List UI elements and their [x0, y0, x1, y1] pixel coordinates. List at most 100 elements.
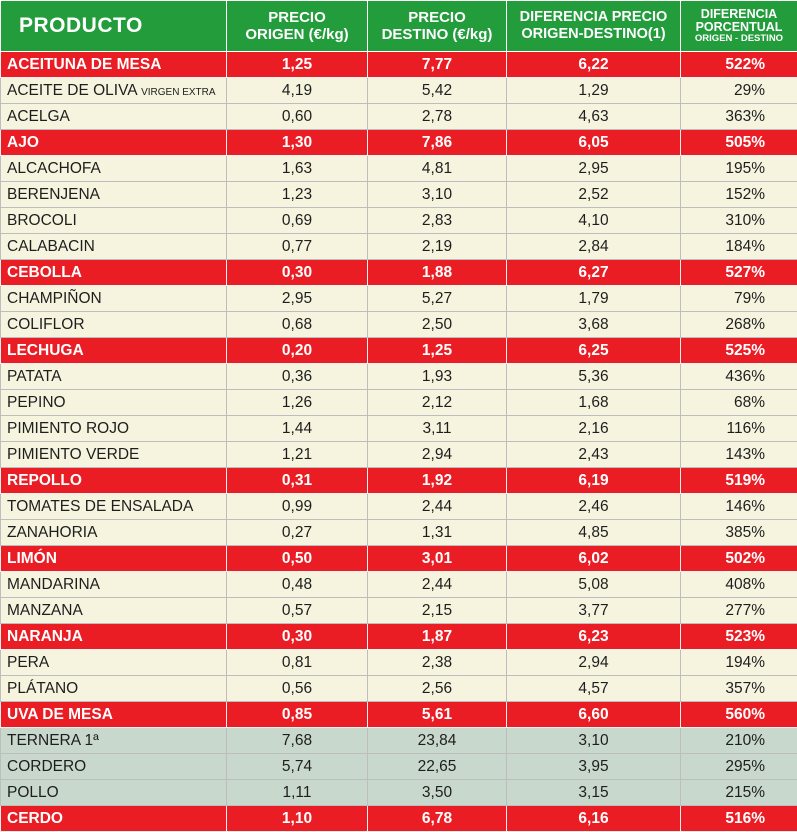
precio-origen: 0,68 — [226, 311, 368, 338]
product-name: TOMATES DE ENSALADA — [0, 493, 227, 520]
diferencia-precio: 6,16 — [506, 805, 681, 832]
precio-origen: 1,26 — [226, 389, 368, 416]
product-name: LIMÓN — [0, 545, 227, 572]
diferencia-porcentual: 560% — [680, 701, 797, 728]
product-name: NARANJA — [0, 623, 227, 650]
precio-destino: 2,38 — [367, 649, 507, 676]
precio-destino: 3,11 — [367, 415, 507, 442]
diferencia-precio: 1,79 — [506, 285, 681, 312]
diferencia-precio: 5,36 — [506, 363, 681, 390]
table-row: ACEITUNA DE MESA 1,25 7,77 6,22 522% — [0, 51, 797, 78]
product-name: PERA — [0, 649, 227, 676]
precio-destino: 2,56 — [367, 675, 507, 702]
table-row: PLÁTANO 0,56 2,56 4,57 357% — [0, 675, 797, 702]
precio-origen: 0,60 — [226, 103, 368, 130]
precio-origen: 1,30 — [226, 129, 368, 156]
precio-destino: 2,50 — [367, 311, 507, 338]
diferencia-precio: 2,52 — [506, 181, 681, 208]
diferencia-porcentual: 310% — [680, 207, 797, 234]
table-row: BERENJENA 1,23 3,10 2,52 152% — [0, 181, 797, 208]
product-name-text: ALCACHOFA — [7, 159, 101, 177]
product-name-qualifier: VIRGEN EXTRA — [141, 86, 216, 98]
diferencia-precio: 2,46 — [506, 493, 681, 520]
diferencia-precio: 6,05 — [506, 129, 681, 156]
precio-destino: 4,81 — [367, 155, 507, 182]
table-header: PRODUCTO PRECIO ORIGEN (€/kg) PRECIO DESTI… — [0, 0, 797, 52]
product-name: PATATA — [0, 363, 227, 390]
diferencia-precio: 6,60 — [506, 701, 681, 728]
precio-origen: 0,77 — [226, 233, 368, 260]
table-row: TOMATES DE ENSALADA 0,99 2,44 2,46 146% — [0, 493, 797, 520]
diferencia-porcentual: 215% — [680, 779, 797, 806]
table-row: ACEITE DE OLIVA VIRGEN EXTRA 4,19 5,42 1,29… — [0, 77, 797, 104]
precio-origen: 1,25 — [226, 51, 368, 78]
product-name: PIMIENTO ROJO — [0, 415, 227, 442]
diferencia-porcentual: 116% — [680, 415, 797, 442]
diferencia-precio: 2,16 — [506, 415, 681, 442]
product-name: LECHUGA — [0, 337, 227, 364]
precio-destino: 7,77 — [367, 51, 507, 78]
diferencia-precio: 4,10 — [506, 207, 681, 234]
precio-origen: 0,36 — [226, 363, 368, 390]
header-producto: PRODUCTO — [0, 0, 227, 52]
product-name-text: ACEITUNA DE MESA — [7, 55, 162, 73]
product-name-text: CALABACIN — [7, 237, 95, 255]
diferencia-porcentual: 519% — [680, 467, 797, 494]
table-row: PIMIENTO ROJO 1,44 3,11 2,16 116% — [0, 415, 797, 442]
precio-destino: 2,15 — [367, 597, 507, 624]
precio-origen: 0,20 — [226, 337, 368, 364]
product-name: PLÁTANO — [0, 675, 227, 702]
table-row: PEPINO 1,26 2,12 1,68 68% — [0, 389, 797, 416]
precio-destino: 5,27 — [367, 285, 507, 312]
precio-origen: 0,85 — [226, 701, 368, 728]
header-diferencia-porcentual: DIFERENCIA PORCENTUAL ORIGEN - DESTINO — [680, 0, 797, 52]
precio-origen: 7,68 — [226, 727, 368, 754]
precio-destino: 22,65 — [367, 753, 507, 780]
product-name: ZANAHORIA — [0, 519, 227, 546]
product-name: POLLO — [0, 779, 227, 806]
precio-destino: 1,93 — [367, 363, 507, 390]
header-diferencia-line1: DIFERENCIA PRECIO — [519, 9, 668, 26]
product-name: UVA DE MESA — [0, 701, 227, 728]
precio-destino: 2,19 — [367, 233, 507, 260]
diferencia-precio: 2,43 — [506, 441, 681, 468]
product-name: MANZANA — [0, 597, 227, 624]
diferencia-precio: 4,85 — [506, 519, 681, 546]
precio-destino: 23,84 — [367, 727, 507, 754]
diferencia-porcentual: 146% — [680, 493, 797, 520]
product-name-text: ZANAHORIA — [7, 523, 98, 541]
product-name: CHAMPIÑON — [0, 285, 227, 312]
precio-origen: 1,11 — [226, 779, 368, 806]
diferencia-precio: 6,27 — [506, 259, 681, 286]
product-name-text: UVA DE MESA — [7, 705, 113, 723]
product-name: AJO — [0, 129, 227, 156]
product-name: CEBOLLA — [0, 259, 227, 286]
diferencia-porcentual: 79% — [680, 285, 797, 312]
product-name: MANDARINA — [0, 571, 227, 598]
table-row: BROCOLI 0,69 2,83 4,10 310% — [0, 207, 797, 234]
precio-origen: 1,44 — [226, 415, 368, 442]
table-row: CHAMPIÑON 2,95 5,27 1,79 79% — [0, 285, 797, 312]
product-name: TERNERA 1ª — [0, 727, 227, 754]
diferencia-porcentual: 527% — [680, 259, 797, 286]
diferencia-porcentual: 29% — [680, 77, 797, 104]
precio-destino: 7,86 — [367, 129, 507, 156]
header-diferencia-line2: ORIGEN-DESTINO(1) — [521, 26, 666, 42]
diferencia-porcentual: 408% — [680, 571, 797, 598]
diferencia-porcentual: 277% — [680, 597, 797, 624]
product-name-text: CERDO — [7, 809, 63, 827]
diferencia-precio: 6,22 — [506, 51, 681, 78]
product-name: COLIFLOR — [0, 311, 227, 338]
table-row: COLIFLOR 0,68 2,50 3,68 268% — [0, 311, 797, 338]
table-body: ACEITUNA DE MESA 1,25 7,77 6,22 522% ACEITE D… — [0, 51, 797, 832]
diferencia-precio: 6,23 — [506, 623, 681, 650]
precio-origen: 1,21 — [226, 441, 368, 468]
table-row: LECHUGA 0,20 1,25 6,25 525% — [0, 337, 797, 364]
header-diferencia-precio: DIFERENCIA PRECIO ORIGEN-DESTINO(1) — [506, 0, 681, 52]
product-name-text: POLLO — [7, 783, 59, 801]
precio-origen: 0,99 — [226, 493, 368, 520]
diferencia-porcentual: 436% — [680, 363, 797, 390]
precio-destino: 2,44 — [367, 493, 507, 520]
precio-destino: 5,61 — [367, 701, 507, 728]
product-name-text: BERENJENA — [7, 185, 101, 203]
